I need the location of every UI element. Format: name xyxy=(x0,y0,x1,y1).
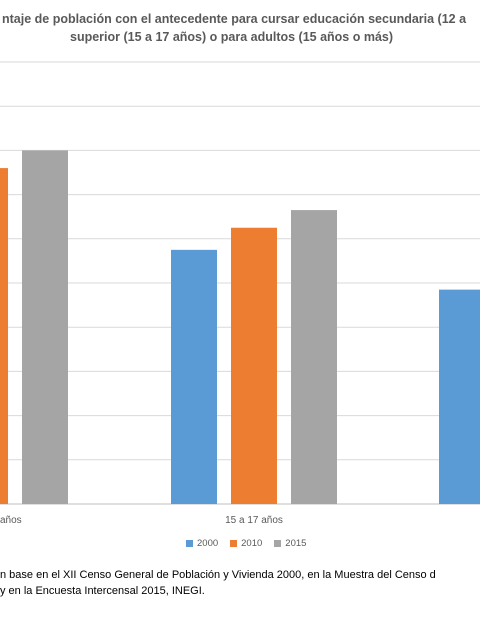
bar-2010-1 xyxy=(231,227,277,504)
legend-swatch xyxy=(230,540,238,547)
legend-item: 2000 xyxy=(186,538,218,549)
legend-label: 2015 xyxy=(285,538,307,549)
bar-2010-0 xyxy=(0,168,8,504)
legend-item: 2010 xyxy=(230,538,262,549)
x-tick-label: 15 a 17 años xyxy=(225,515,283,526)
legend-swatch xyxy=(274,540,282,547)
legend-item: 2015 xyxy=(274,538,306,549)
source-note-line-1: n base en el XII Censo General de Poblac… xyxy=(0,569,436,581)
legend-swatch xyxy=(186,540,193,547)
bar-2000-2 xyxy=(439,289,480,504)
x-tick-label: años xyxy=(0,515,22,526)
source-note-line-2: y en la Encuesta Intercensal 2015, INEGI… xyxy=(0,585,205,597)
bar-chart: años 15 a 17 años xyxy=(0,61,480,526)
legend-label: 2010 xyxy=(241,538,263,549)
bar-2015-1 xyxy=(291,210,337,504)
bar-2000-1 xyxy=(171,249,217,504)
chart-legend: 2000 2010 2015 xyxy=(186,538,306,549)
chart-title-line-2: superior (15 a 17 años) o para adultos (… xyxy=(70,30,394,44)
chart-title-line-1: ntaje de población con el antecedente pa… xyxy=(2,12,467,26)
legend-label: 2000 xyxy=(197,538,219,549)
bar-2015-0 xyxy=(22,150,68,504)
